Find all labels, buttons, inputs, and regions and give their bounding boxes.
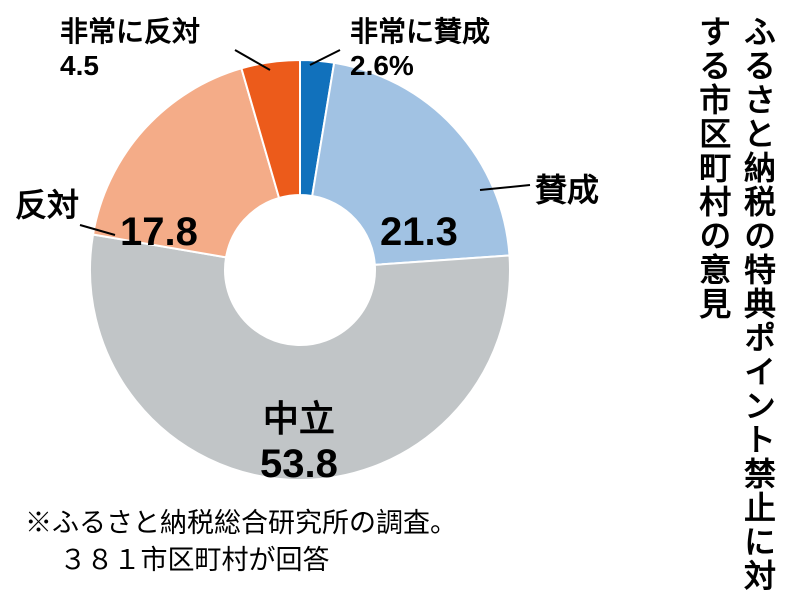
label-name: 非常に反対 <box>60 16 200 47</box>
chart-title: ふるさと納税の特典ポイント禁止に対する市区町村の意見 <box>690 15 780 594</box>
footnote: ※ふるさと納税総合研究所の調査。 ３８１市区町村が回答 <box>25 505 457 578</box>
label-value: 2.6% <box>350 50 414 81</box>
label-name: 中立 <box>260 390 338 442</box>
donut-chart: 非常に反対 4.5 非常に賛成 2.6% 反対 17.8 賛成 21.3 中立 … <box>0 0 660 540</box>
value-agree: 21.3 <box>380 210 458 255</box>
label-value: 53.8 <box>260 442 338 487</box>
label-value: 4.5 <box>60 50 99 81</box>
label-oppose: 反対 <box>15 180 79 226</box>
label-neutral: 中立 53.8 <box>260 390 338 487</box>
label-name: 反対 <box>15 180 79 226</box>
label-agree: 賛成 <box>535 165 599 211</box>
value-oppose: 17.8 <box>120 210 198 255</box>
label-name: 非常に賛成 <box>350 16 490 47</box>
label-strongly-oppose: 非常に反対 4.5 <box>60 10 200 82</box>
label-strongly-agree: 非常に賛成 2.6% <box>350 10 490 82</box>
label-name: 賛成 <box>535 172 599 208</box>
